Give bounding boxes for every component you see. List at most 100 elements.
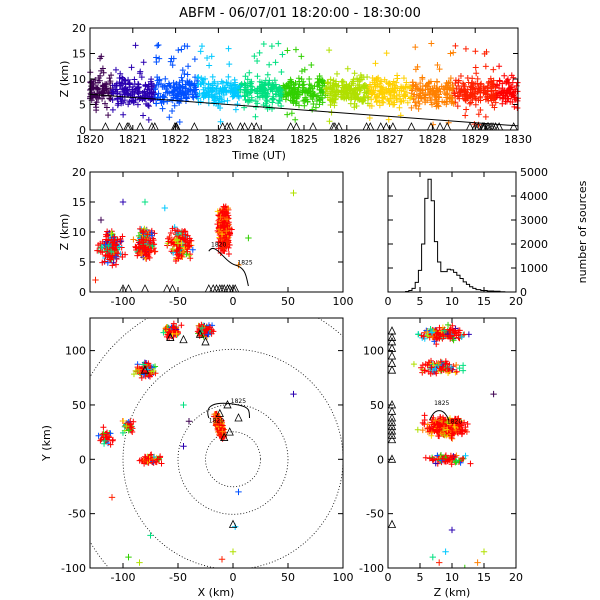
source-marker	[461, 88, 468, 95]
source-marker	[102, 100, 109, 107]
source-marker	[376, 102, 383, 109]
station-marker	[388, 421, 397, 431]
height-histogram-line	[388, 178, 516, 293]
source-marker	[462, 452, 469, 459]
source-marker	[165, 329, 172, 336]
source-marker	[234, 101, 241, 108]
source-marker	[448, 364, 455, 371]
source-marker	[323, 85, 330, 92]
source-marker	[140, 112, 147, 119]
source-marker	[156, 77, 163, 84]
y-tick-label: -100	[359, 562, 384, 575]
source-marker	[261, 87, 268, 94]
station-marker	[388, 413, 397, 422]
x-tick-label: 1827	[376, 133, 404, 146]
station-marker	[388, 519, 397, 528]
source-marker	[449, 454, 456, 461]
source-marker	[393, 79, 400, 86]
source-marker	[436, 66, 443, 73]
source-marker	[178, 90, 185, 97]
source-marker	[301, 66, 308, 73]
source-marker	[384, 96, 391, 103]
source-marker	[269, 99, 276, 106]
x-tick-label: -50	[169, 571, 187, 584]
source-marker	[427, 97, 434, 104]
x-tick-label: 1823	[204, 133, 232, 146]
source-marker	[386, 80, 393, 87]
source-marker	[282, 88, 289, 95]
source-marker	[448, 461, 455, 468]
source-marker	[472, 64, 479, 71]
source-marker	[290, 390, 297, 398]
source-marker	[137, 244, 144, 251]
source-marker	[484, 93, 491, 100]
source-marker	[176, 251, 183, 258]
source-marker	[460, 362, 467, 369]
source-marker	[434, 79, 441, 86]
source-marker	[437, 414, 444, 421]
source-marker	[218, 88, 225, 95]
source-marker	[253, 88, 260, 95]
source-marker	[220, 245, 227, 252]
source-marker	[105, 433, 112, 440]
x-tick-label: 15	[477, 571, 491, 584]
time-height-panel: 1820 1821 1822 1823 1824 1825 1826 1827 1828 1829…	[58, 22, 532, 162]
source-marker	[218, 96, 225, 103]
source-marker	[204, 55, 211, 62]
source-marker	[237, 87, 244, 94]
source-marker	[510, 74, 517, 81]
source-marker	[174, 85, 181, 92]
source-marker	[225, 251, 232, 258]
source-marker	[200, 86, 207, 93]
source-marker	[148, 368, 155, 375]
source-marker	[149, 456, 156, 463]
source-marker	[235, 93, 242, 100]
source-marker	[427, 88, 434, 95]
source-marker	[221, 223, 228, 230]
source-marker	[447, 75, 454, 82]
source-marker	[211, 411, 218, 418]
source-marker	[180, 401, 187, 409]
source-marker	[435, 360, 442, 367]
station-marker	[179, 334, 188, 344]
source-marker	[275, 40, 282, 47]
source-marker	[408, 87, 415, 94]
source-marker	[448, 366, 455, 373]
source-marker	[473, 70, 480, 77]
source-marker	[366, 115, 373, 122]
source-marker	[412, 99, 419, 106]
source-marker	[294, 88, 301, 95]
station-marker	[388, 434, 397, 444]
station-marker	[166, 332, 175, 341]
source-marker	[170, 92, 177, 99]
source-marker	[453, 86, 460, 93]
source-marker	[415, 331, 422, 338]
source-marker	[98, 244, 105, 251]
source-marker	[95, 432, 102, 439]
source-marker	[128, 420, 135, 427]
source-marker	[106, 79, 113, 86]
source-marker	[468, 84, 475, 91]
source-marker	[106, 89, 113, 96]
source-marker	[131, 76, 138, 83]
source-marker	[447, 50, 454, 57]
station-marker	[229, 284, 237, 292]
source-marker	[453, 362, 460, 369]
source-marker	[118, 98, 125, 105]
source-marker	[420, 333, 427, 340]
source-marker	[134, 252, 141, 259]
source-marker	[93, 104, 100, 111]
source-marker	[457, 73, 464, 80]
source-marker	[218, 78, 225, 85]
source-marker	[224, 216, 231, 223]
source-marker	[99, 431, 106, 438]
source-marker	[187, 82, 194, 89]
source-marker	[103, 236, 110, 243]
source-marker	[139, 96, 146, 103]
source-marker	[463, 106, 470, 113]
y-tick-label: 5000	[520, 166, 548, 179]
source-marker	[433, 427, 440, 434]
y-tick-label: 100	[363, 345, 384, 358]
station-marker	[234, 413, 243, 422]
source-marker	[440, 85, 447, 92]
